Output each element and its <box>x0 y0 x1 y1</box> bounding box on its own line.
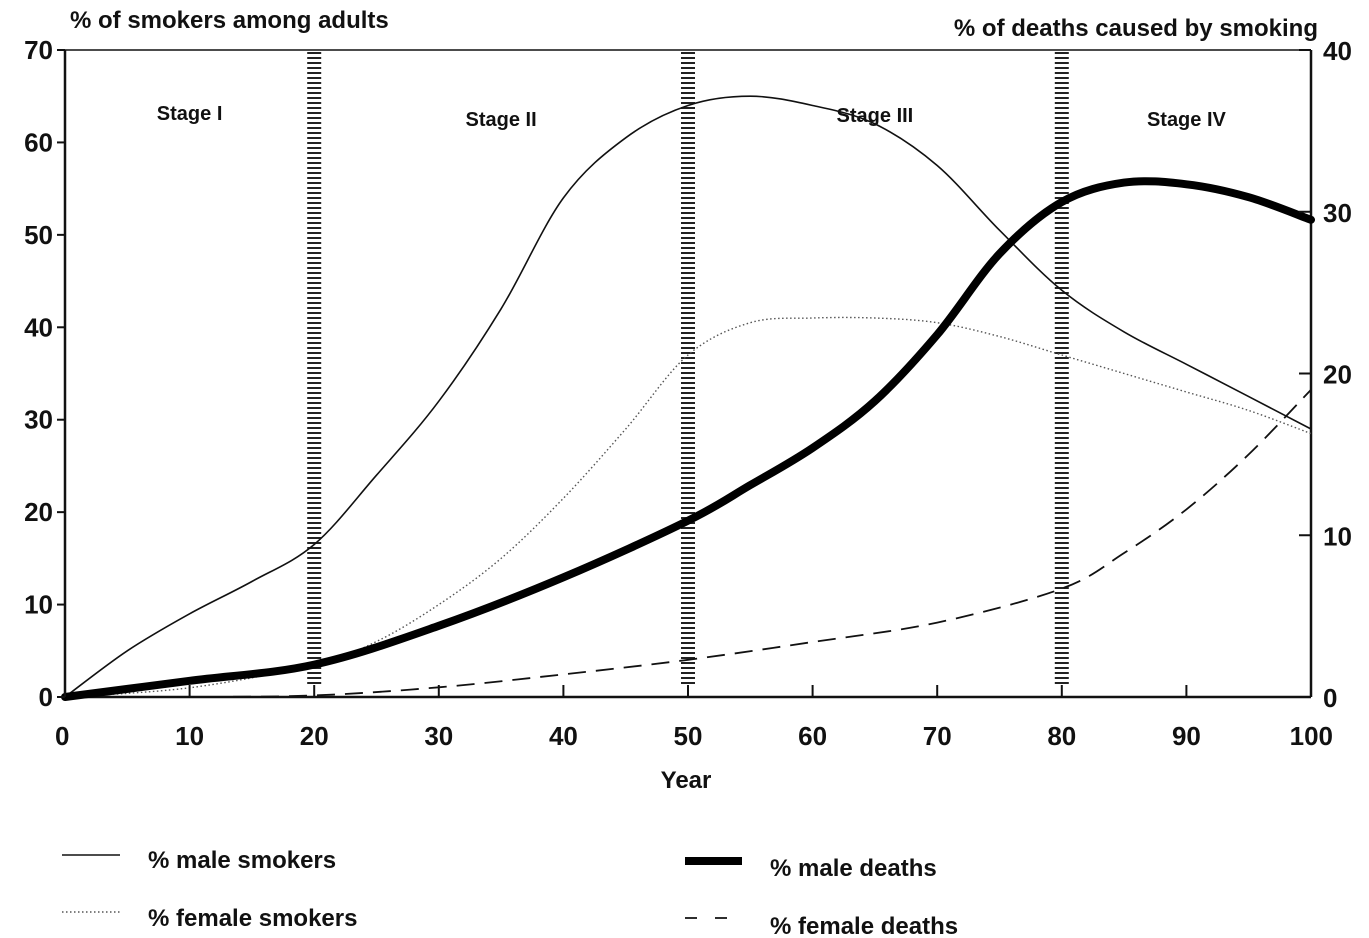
x-tick-label-50: 50 <box>674 721 703 751</box>
left-tick-label-0: 0 <box>39 682 53 712</box>
legend-label-pct-female-smokers: % female smokers <box>148 905 357 932</box>
left-axis-ticks: 0 10 20 30 40 50 60 70 <box>24 35 65 712</box>
right-axis-ticks: 0 10 20 30 40 <box>1299 36 1352 713</box>
legend-label-pct-male-deaths: % male deaths <box>770 855 937 882</box>
x-tick-label-0: 0 <box>55 721 69 751</box>
right-axis-title: % of deaths caused by smoking <box>954 15 1318 42</box>
x-tick-label-30: 30 <box>424 721 453 751</box>
right-tick-label-10: 10 <box>1323 521 1352 551</box>
stage-label-2: Stage II <box>466 109 537 131</box>
x-tick-label-20: 20 <box>300 721 329 751</box>
left-tick-label-50: 50 <box>24 220 53 250</box>
x-tick-label-80: 80 <box>1047 721 1076 751</box>
right-tick-label-40: 40 <box>1323 36 1352 66</box>
left-tick-label-30: 30 <box>24 405 53 435</box>
x-axis-ticks: 0 10 20 30 40 50 60 70 80 90 100 <box>55 685 1333 751</box>
x-tick-label-90: 90 <box>1172 721 1201 751</box>
legend-label-pct-female-deaths: % female deaths <box>770 913 958 938</box>
legend-label-pct-male-smokers: % male smokers <box>148 847 336 874</box>
left-tick-label-70: 70 <box>24 35 53 65</box>
x-tick-label-40: 40 <box>549 721 578 751</box>
right-tick-label-20: 20 <box>1323 360 1352 390</box>
series-lines <box>61 95 1315 701</box>
right-tick-label-0: 0 <box>1323 683 1337 713</box>
x-tick-label-60: 60 <box>798 721 827 751</box>
stage-label-3: Stage III <box>837 105 914 127</box>
series-line-pct-male-smokers <box>64 95 1312 698</box>
stage-dividers <box>307 52 1069 687</box>
stage-label-4: Stage IV <box>1147 109 1227 131</box>
stage-label-1: Stage I <box>157 103 223 125</box>
x-tick-label-100: 100 <box>1290 721 1333 751</box>
left-tick-label-40: 40 <box>24 312 53 342</box>
series-line-pct-female-deaths <box>64 389 1312 699</box>
series-line-pct-male-deaths <box>61 177 1315 701</box>
left-tick-label-60: 60 <box>24 127 53 157</box>
left-axis-title: % of smokers among adults <box>70 7 389 34</box>
series-line-pct-female-smokers <box>64 316 1312 698</box>
x-axis-title: Year <box>661 767 712 794</box>
right-tick-label-30: 30 <box>1323 198 1352 228</box>
left-tick-label-10: 10 <box>24 590 53 620</box>
legend: % male smokers % female smokers % male dea… <box>62 847 958 938</box>
x-tick-label-10: 10 <box>175 721 204 751</box>
x-tick-label-70: 70 <box>923 721 952 751</box>
left-tick-label-20: 20 <box>24 497 53 527</box>
stage-labels: Stage I Stage II Stage III Stage IV <box>157 103 1227 131</box>
